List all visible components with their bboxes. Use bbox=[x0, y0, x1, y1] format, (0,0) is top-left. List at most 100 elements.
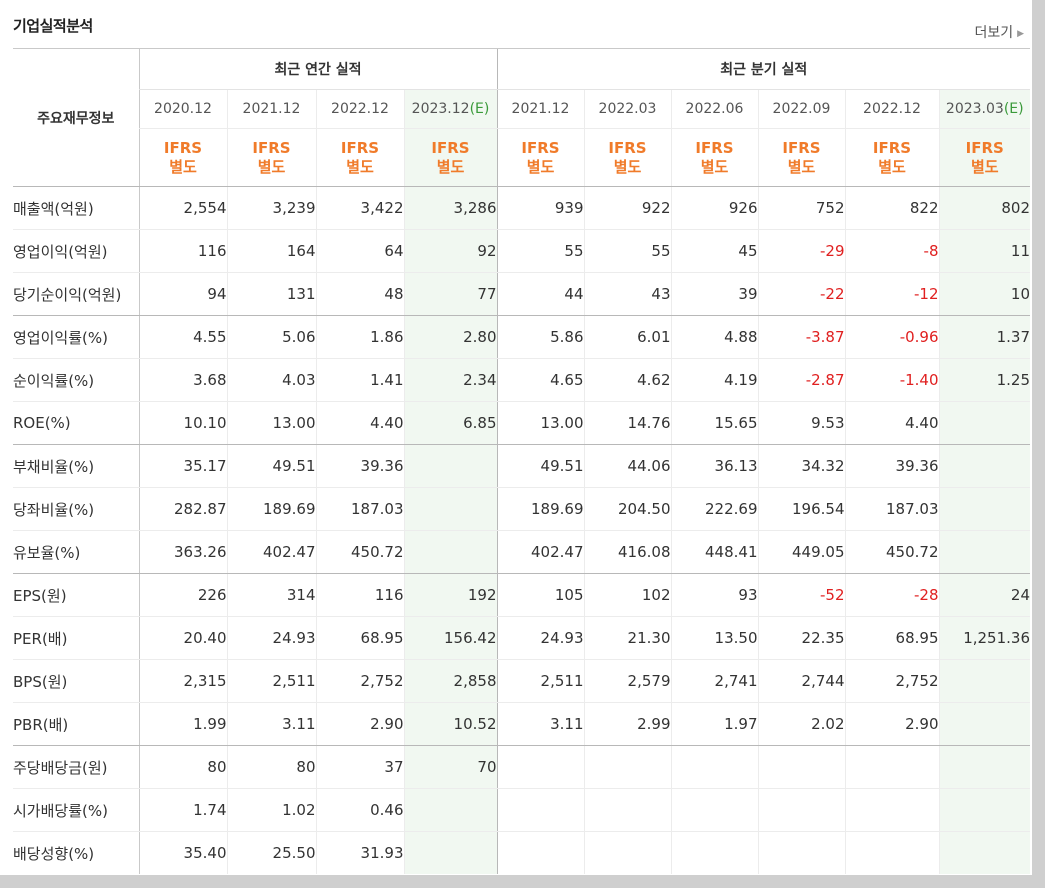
data-cell: 116 bbox=[138, 229, 227, 273]
table-row: 당기순이익(억원) 94 131 48 77 44 43 39 -22 -12 10 bbox=[13, 272, 1030, 316]
data-cell: 64 bbox=[315, 229, 404, 273]
data-cell: 102 bbox=[583, 573, 671, 617]
data-cell: 44 bbox=[496, 272, 584, 316]
data-cell: 35.17 bbox=[138, 444, 227, 488]
data-cell: 43 bbox=[583, 272, 671, 316]
data-cell bbox=[938, 530, 1030, 574]
more-label: 더보기 bbox=[974, 25, 1014, 41]
data-cell: 10.52 bbox=[403, 702, 497, 746]
column-date: 2022.03 bbox=[598, 101, 657, 117]
data-cell: -28 bbox=[844, 573, 939, 617]
data-cell: 24.93 bbox=[496, 616, 584, 660]
accounting-standard: IFRS 별도 bbox=[583, 128, 671, 187]
standard-type: 별도 bbox=[346, 157, 374, 176]
data-cell: 44.06 bbox=[583, 444, 671, 488]
data-cell: 39.36 bbox=[315, 444, 404, 488]
financial-analysis-panel: 기업실적분석 더보기 ▶ 주요재무정보 최근 연간 실적 최근 분기 실적 202… bbox=[0, 0, 1032, 875]
standard-type: 별도 bbox=[169, 157, 197, 176]
data-cell: 14.76 bbox=[583, 401, 671, 445]
data-cell: 2.90 bbox=[315, 702, 404, 746]
more-button[interactable]: 더보기 ▶ bbox=[974, 22, 1024, 42]
column-date: 2022.12 bbox=[863, 101, 921, 117]
data-cell bbox=[844, 745, 939, 789]
data-cell bbox=[403, 831, 497, 874]
row-label: 배당성향(%) bbox=[13, 844, 95, 863]
data-cell: 2,511 bbox=[226, 659, 316, 703]
standard-type: 별도 bbox=[787, 157, 816, 176]
data-cell: 37 bbox=[315, 745, 404, 789]
data-cell: 402.47 bbox=[226, 530, 316, 574]
row-label: 순이익률(%) bbox=[13, 358, 139, 402]
row-label: 시가배당률(%) bbox=[13, 788, 139, 832]
data-cell: 24 bbox=[938, 573, 1030, 617]
accounting-standard: IFRS 별도 bbox=[757, 128, 845, 187]
data-cell: 196.54 bbox=[757, 487, 845, 531]
data-cell: 55 bbox=[583, 229, 671, 273]
data-cell: 24.93 bbox=[226, 616, 316, 660]
data-cell: -12 bbox=[844, 272, 939, 316]
data-cell: 4.03 bbox=[226, 358, 316, 402]
column-date-header: 2022.09 bbox=[757, 89, 845, 129]
data-cell: 187.03 bbox=[844, 487, 939, 531]
data-cell bbox=[844, 831, 939, 874]
data-cell: 363.26 bbox=[138, 530, 227, 574]
page-title: 기업실적분석 bbox=[13, 17, 93, 35]
data-cell: 450.72 bbox=[844, 530, 939, 574]
table-row: EPS(원) 226 314 116 192 105 102 93 -52 -28 24 bbox=[13, 573, 1030, 617]
data-cell: 20.40 bbox=[138, 616, 227, 660]
data-cell: 802 bbox=[938, 186, 1030, 230]
data-cell: 1.41 bbox=[315, 358, 404, 402]
data-cell: 4.55 bbox=[138, 315, 227, 359]
column-date-header: 2022.12 bbox=[844, 89, 939, 129]
standard-label: IFRS bbox=[608, 138, 647, 157]
data-cell: 2.90 bbox=[844, 702, 939, 746]
data-cell: 55 bbox=[496, 229, 584, 273]
data-cell: 752 bbox=[757, 186, 845, 230]
data-cell: 49.51 bbox=[496, 444, 584, 488]
data-cell bbox=[670, 788, 758, 832]
data-cell: 1.02 bbox=[226, 788, 316, 832]
table-row: 시가배당률(%) 1.74 1.02 0.46 bbox=[13, 788, 1030, 832]
corner-header: 주요재무정보 bbox=[13, 48, 139, 187]
standard-type: 별도 bbox=[526, 157, 555, 176]
chevron-right-icon: ▶ bbox=[1017, 29, 1024, 39]
data-cell: 25.50 bbox=[226, 831, 316, 874]
data-cell: -8 bbox=[844, 229, 939, 273]
data-cell bbox=[496, 788, 584, 832]
data-cell: 34.32 bbox=[757, 444, 845, 488]
column-date-header: 2021.12 bbox=[226, 89, 316, 129]
accounting-standard: IFRS 별도 bbox=[938, 128, 1030, 187]
data-cell: 2.99 bbox=[583, 702, 671, 746]
data-cell: 10.10 bbox=[138, 401, 227, 445]
data-cell: 416.08 bbox=[583, 530, 671, 574]
standard-type: 별도 bbox=[436, 157, 465, 176]
data-cell: 226 bbox=[138, 573, 227, 617]
data-cell: 1.86 bbox=[315, 315, 404, 359]
data-cell: 39.36 bbox=[844, 444, 939, 488]
standard-type: 별도 bbox=[970, 157, 999, 176]
data-cell: 35.40 bbox=[138, 831, 227, 874]
data-cell: 192 bbox=[403, 573, 497, 617]
data-cell: 9.53 bbox=[757, 401, 845, 445]
standard-label: IFRS bbox=[782, 138, 821, 157]
column-date: 2021.12 bbox=[511, 101, 570, 117]
data-cell: 4.65 bbox=[496, 358, 584, 402]
data-cell: 68.95 bbox=[844, 616, 939, 660]
data-cell bbox=[670, 745, 758, 789]
financial-table: 주요재무정보 최근 연간 실적 최근 분기 실적 2020.12 2021.12 2… bbox=[13, 48, 1030, 874]
data-cell bbox=[670, 831, 758, 874]
column-date: 2023.12 bbox=[411, 101, 470, 117]
data-cell: 2,744 bbox=[757, 659, 845, 703]
data-cell bbox=[583, 788, 671, 832]
data-cell bbox=[938, 745, 1030, 789]
column-date: 2023.03 bbox=[945, 101, 1004, 117]
table-row: 영업이익(억원) 116 164 64 92 55 55 45 -29 -8 11 bbox=[13, 229, 1030, 273]
data-cell: 1.99 bbox=[138, 702, 227, 746]
row-label: PBR(배) bbox=[13, 702, 139, 746]
data-cell: 4.62 bbox=[583, 358, 671, 402]
data-cell: 21.30 bbox=[583, 616, 671, 660]
data-cell bbox=[757, 788, 845, 832]
data-cell bbox=[938, 487, 1030, 531]
estimate-marker: (E) bbox=[469, 101, 490, 117]
standard-label: IFRS bbox=[431, 138, 470, 157]
